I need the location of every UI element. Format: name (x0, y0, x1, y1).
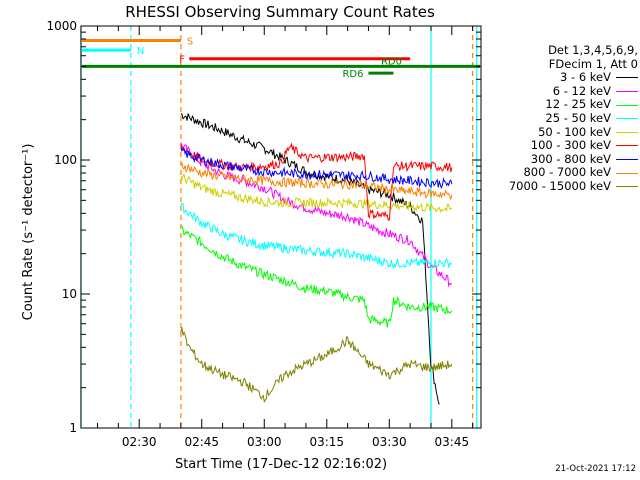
y-tick-label-1000: 1000 (46, 19, 77, 33)
y-tick-label-100: 100 (54, 153, 77, 167)
legend-header-0: Det 1,3,4,5,6,9, (548, 43, 638, 57)
legend-entry: 7000 - 15000 keV (478, 178, 638, 194)
legend-swatch (616, 172, 638, 174)
legend-entry: 800 - 7000 keV (478, 166, 638, 180)
legend-swatch (616, 131, 638, 133)
y-axis-label: Count Rate (s⁻¹ detector⁻¹) (21, 144, 36, 321)
legend-entry-label: 800 - 7000 keV (523, 165, 611, 180)
series-line-3 (180, 202, 453, 269)
series-line-0 (180, 113, 440, 405)
legend-header-1: FDecim 1, Att 0 (548, 56, 638, 71)
annotation-label-rd6: RD6 (342, 69, 363, 80)
plot-frame (80, 25, 482, 429)
legend-swatch (616, 159, 638, 161)
chart-title: RHESSI Observing Summary Count Rates (125, 3, 435, 21)
x-tick-label-0300: 03:00 (247, 435, 282, 449)
legend-entry: 12 - 25 keV (478, 98, 638, 112)
y-tick-label-1: 1 (69, 421, 77, 435)
annotation-label-f: F (179, 55, 185, 66)
x-tick-label-0345: 03:45 (435, 435, 470, 449)
legend-swatch (616, 186, 638, 188)
legend-entry-label: 3 - 6 keV (560, 70, 611, 85)
legend-entry: 100 - 300 keV (478, 139, 638, 153)
x-tick-label-0315: 03:15 (309, 435, 344, 449)
series-line-6 (180, 147, 453, 190)
legend-entry: 25 - 50 keV (478, 110, 638, 126)
series-line-2 (180, 225, 453, 328)
y-tick-label-10: 10 (62, 287, 77, 301)
legend-entry: 50 - 100 keV (478, 124, 638, 140)
annotation-label-s: S (187, 36, 193, 47)
legend-entry-label: 300 - 800 keV (530, 151, 611, 166)
annotation-label-rd0: RD0 (381, 56, 402, 67)
series-line-8 (180, 327, 453, 403)
legend-entry-label: 50 - 100 keV (538, 124, 611, 139)
legend-swatch (616, 118, 638, 120)
legend-entry-label: 7000 - 15000 keV (508, 178, 611, 193)
legend-entry: 6 - 12 keV (478, 83, 638, 99)
legend-entry: 3 - 6 keV (478, 71, 638, 85)
x-tick-label-0245: 02:45 (184, 435, 219, 449)
x-tick-label-0330: 03:30 (372, 435, 407, 449)
x-tick-label-0230: 02:30 (122, 435, 157, 449)
legend-swatch (616, 104, 638, 106)
legend-entry-label: 100 - 300 keV (530, 138, 611, 153)
legend-swatch (616, 145, 638, 147)
timestamp: 21-Oct-2021 17:12 (555, 464, 636, 474)
legend-entry: 300 - 800 keV (478, 151, 638, 167)
series-line-7 (180, 162, 453, 201)
legend-entry-label: 6 - 12 keV (552, 83, 611, 98)
x-axis-label: Start Time (17-Dec-12 02:16:02) (175, 457, 387, 472)
legend-swatch (616, 91, 638, 93)
legend-swatch (616, 77, 638, 79)
series-line-4 (180, 173, 453, 214)
annotation-label-n: N (137, 46, 144, 57)
legend-entry-label: 25 - 50 keV (545, 110, 611, 125)
legend-entry-label: 12 - 25 keV (545, 97, 611, 112)
